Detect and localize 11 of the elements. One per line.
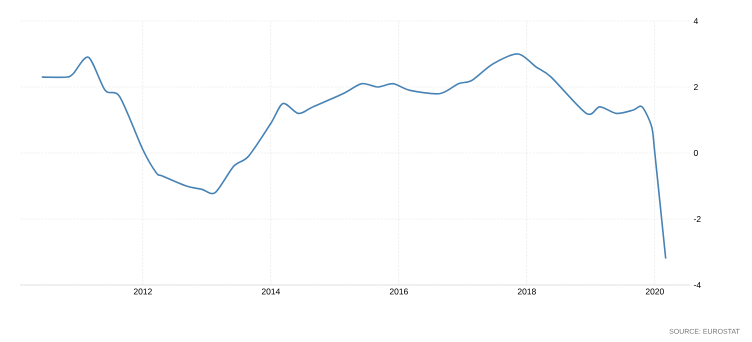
x-tick-label: 2014 xyxy=(262,288,280,295)
x-tick-label: 2012 xyxy=(134,288,152,295)
y-tick-label: 0 xyxy=(694,150,698,156)
y-tick-label: 4 xyxy=(694,18,698,24)
y-tick-label: 2 xyxy=(694,84,698,90)
x-tick-label: 2016 xyxy=(390,288,408,295)
x-tick-label: 2018 xyxy=(518,288,536,295)
line-series xyxy=(40,53,666,260)
x-tick-label: 2020 xyxy=(646,288,664,295)
y-tick-label: -4 xyxy=(694,282,701,288)
y-tick-label: -2 xyxy=(694,216,701,222)
